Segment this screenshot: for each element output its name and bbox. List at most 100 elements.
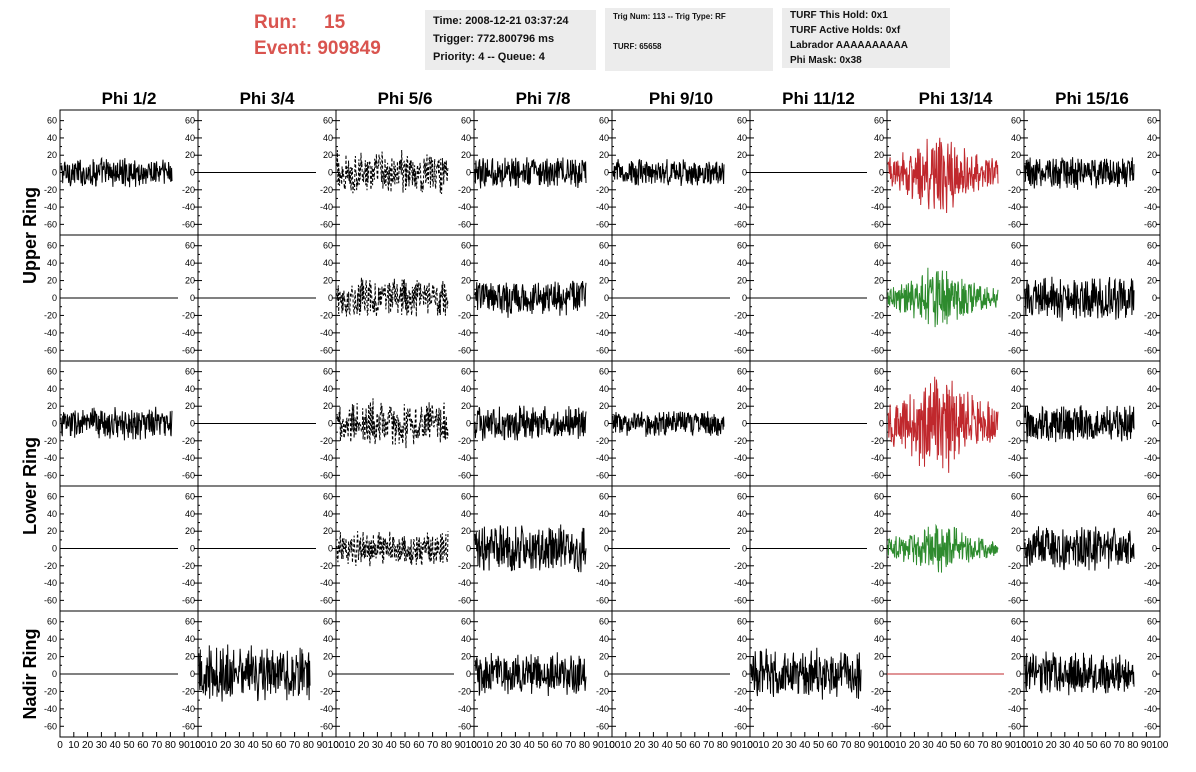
- waveform-panel: 60 40 20 0 -20 -40 -60: [611, 610, 751, 738]
- y-tick-label: 60: [1147, 241, 1157, 251]
- x-tick-label: 20: [496, 740, 508, 751]
- y-tick-label: 20: [874, 652, 884, 662]
- y-tick-label: -40: [182, 328, 195, 338]
- y-tick-label: -40: [44, 453, 57, 463]
- y-tick-label: 0: [604, 544, 609, 554]
- waveform-panel: 60 40 20 0 -20 -40 -60: [197, 360, 337, 487]
- y-tick-label: -60: [44, 345, 57, 355]
- y-tick-label: 0: [1016, 293, 1021, 303]
- y-tick-label: 20: [323, 526, 333, 536]
- y-tick-label: 60: [1147, 116, 1157, 126]
- x-tick-label: 10: [620, 740, 632, 751]
- y-tick-label: 0: [1152, 419, 1157, 429]
- x-tick-label: 40: [662, 740, 674, 751]
- y-tick-label: -20: [596, 561, 609, 571]
- y-tick-label: -40: [320, 578, 333, 588]
- y-tick-label: 0: [466, 168, 471, 178]
- x-tick-label: 100: [742, 740, 759, 751]
- y-tick-label: -20: [44, 561, 57, 571]
- waveform-trace: [1024, 526, 1135, 571]
- y-tick-label: -60: [871, 721, 884, 731]
- waveform-trace: [336, 398, 449, 449]
- x-tick-label: 10: [68, 740, 80, 751]
- y-tick-label: -60: [182, 595, 195, 605]
- y-tick-label: -40: [871, 453, 884, 463]
- y-tick-label: -40: [596, 453, 609, 463]
- waveform-trace: [887, 137, 999, 214]
- y-tick-label: 20: [47, 150, 57, 160]
- x-tick-label: 0: [609, 740, 615, 751]
- waveform-panel: 60 40 20 0 -20 -40 -60: [335, 109, 475, 236]
- y-tick-label: -60: [871, 219, 884, 229]
- y-tick-label: 60: [323, 241, 333, 251]
- y-tick-label: 20: [323, 276, 333, 286]
- x-tick-label: 100: [604, 740, 621, 751]
- y-tick-label: -60: [1144, 721, 1157, 731]
- y-tick-label: -20: [1008, 686, 1021, 696]
- y-tick-label: -60: [596, 595, 609, 605]
- y-tick-label: -20: [182, 436, 195, 446]
- y-tick-label: 60: [874, 241, 884, 251]
- column-title: Phi 1/2: [102, 89, 157, 108]
- x-tick-label: 10: [344, 740, 356, 751]
- y-tick-label: -40: [734, 202, 747, 212]
- column-title: Phi 11/12: [782, 89, 855, 108]
- y-tick-label: 20: [185, 401, 195, 411]
- waveform-panel: 60 40 20 0 -20 -40 -60: [886, 610, 1025, 738]
- y-tick-label: 0: [879, 669, 884, 679]
- waveform-panel: 60 40 20 0 -20 -40 -60: [749, 109, 888, 236]
- x-tick-label: 90: [731, 740, 743, 751]
- column-title: Phi 15/16: [1055, 89, 1129, 108]
- x-tick-label: 60: [137, 740, 149, 751]
- y-tick-label: 0: [1016, 544, 1021, 554]
- y-tick-label: 40: [323, 634, 333, 644]
- y-tick-label: 60: [1147, 367, 1157, 377]
- y-tick-label: 40: [737, 509, 747, 519]
- x-tick-label: 10: [895, 740, 907, 751]
- y-tick-label: 60: [599, 116, 609, 126]
- x-tick-label: 100: [466, 740, 483, 751]
- header-area: Run: 15 Event: 909849 Time: 2008-12-21 03…: [0, 0, 1196, 80]
- y-tick-label: -40: [44, 704, 57, 714]
- x-tick-label: 50: [950, 740, 962, 751]
- y-tick-label: -20: [320, 436, 333, 446]
- y-tick-label: 40: [874, 133, 884, 143]
- y-tick-label: -60: [44, 595, 57, 605]
- y-tick-label: 20: [599, 526, 609, 536]
- y-tick-label: 40: [737, 634, 747, 644]
- y-tick-label: -20: [320, 185, 333, 195]
- y-tick-label: 40: [323, 258, 333, 268]
- turf-active-line: TURF Active Holds: 0xf: [790, 25, 901, 36]
- y-tick-label: 60: [185, 617, 195, 627]
- x-tick-label: 50: [261, 740, 273, 751]
- y-tick-label: 40: [47, 133, 57, 143]
- x-tick-label: 90: [179, 740, 191, 751]
- y-tick-label: 0: [742, 293, 747, 303]
- x-tick-label: 60: [689, 740, 701, 751]
- waveform-panel: 60 40 20 0 -20 -40 -60: [886, 234, 1025, 362]
- y-tick-label: -40: [182, 453, 195, 463]
- x-tick-label: 40: [1073, 740, 1085, 751]
- waveform-trace: [60, 156, 173, 188]
- y-tick-label: -20: [320, 561, 333, 571]
- y-tick-label: 20: [47, 401, 57, 411]
- y-tick-label: 60: [599, 367, 609, 377]
- y-tick-label: -20: [182, 561, 195, 571]
- y-tick-label: 60: [737, 116, 747, 126]
- x-tick-label: 0: [333, 740, 339, 751]
- y-tick-label: 0: [742, 669, 747, 679]
- y-tick-label: -40: [458, 578, 471, 588]
- x-tick-label: 60: [1100, 740, 1112, 751]
- y-tick-label: -20: [1008, 561, 1021, 571]
- y-tick-label: 60: [599, 241, 609, 251]
- y-tick-label: 60: [1147, 617, 1157, 627]
- x-tick-label: 10: [206, 740, 218, 751]
- y-tick-label: -60: [44, 219, 57, 229]
- waveform-panel: 60 40 20 0 -20 -40 -60: [197, 485, 337, 612]
- x-tick-label: 80: [165, 740, 177, 751]
- x-tick-label: 0: [884, 740, 890, 751]
- y-tick-label: 60: [47, 492, 57, 502]
- waveform-trace: [612, 158, 725, 187]
- waveform-trace: [474, 524, 587, 573]
- y-tick-label: -20: [734, 436, 747, 446]
